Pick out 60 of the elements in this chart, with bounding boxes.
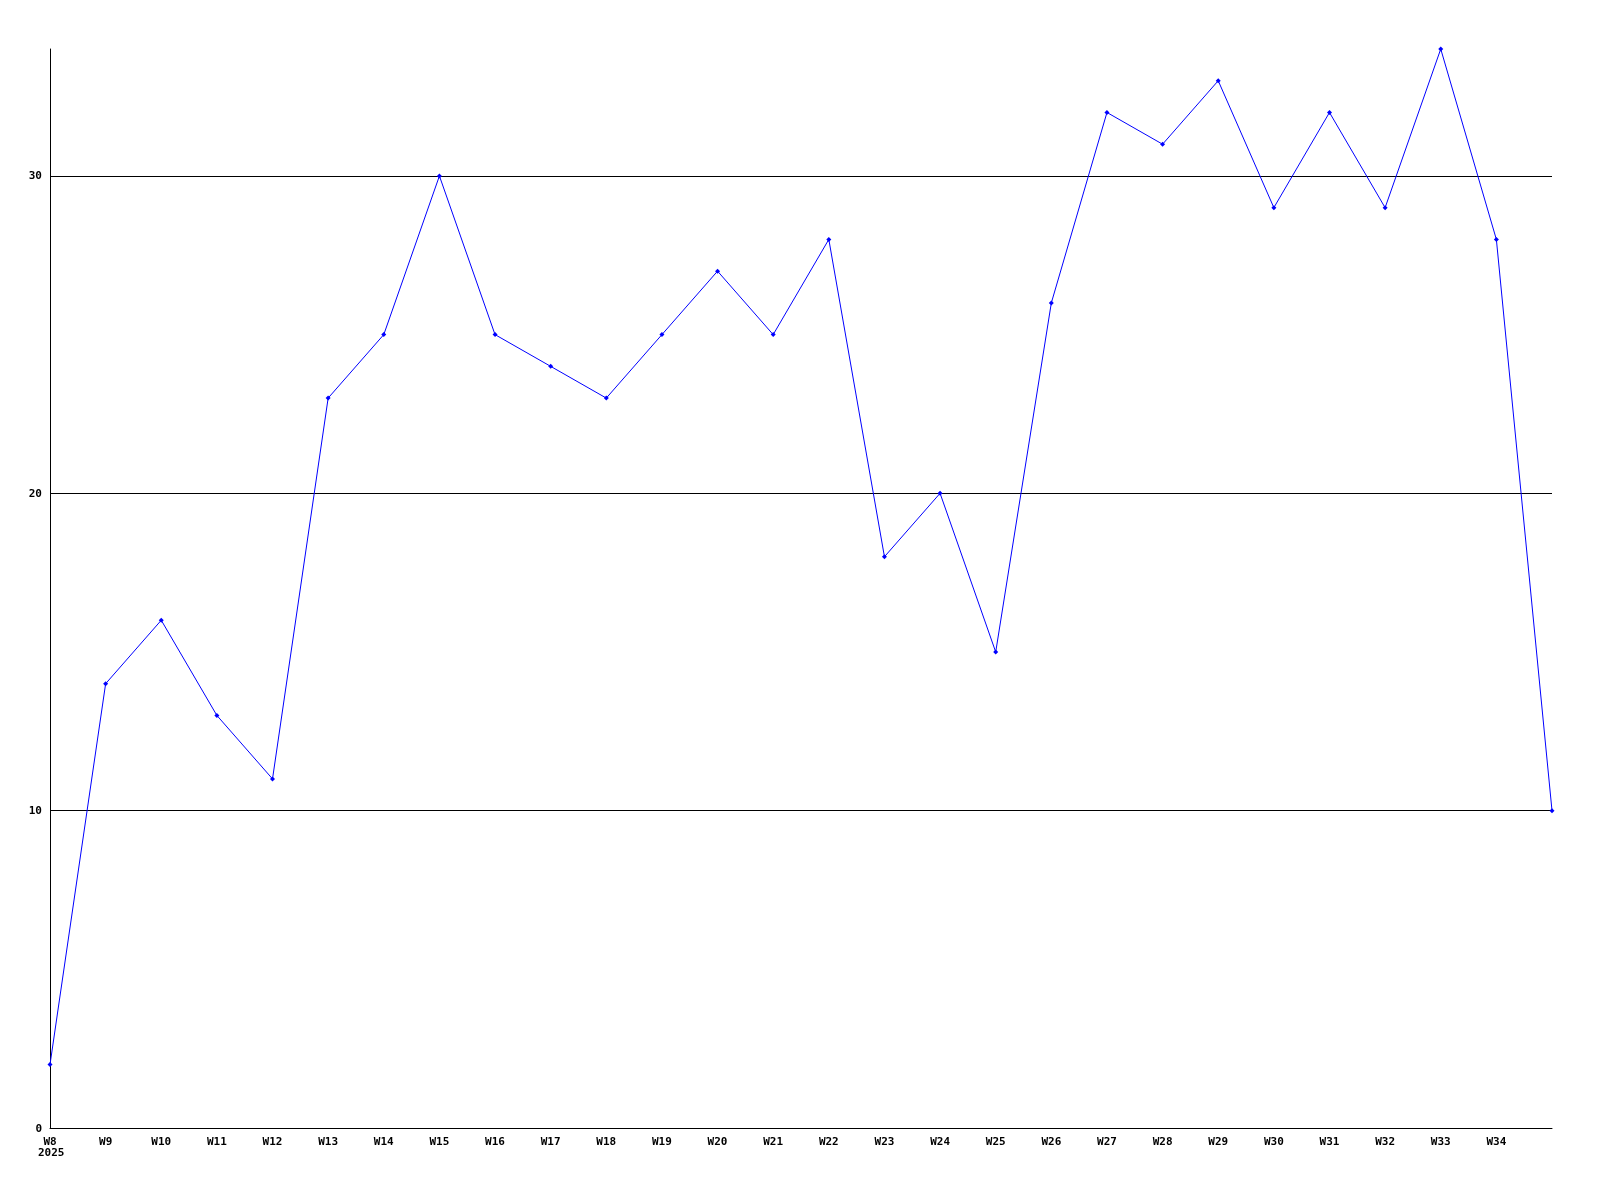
x-tick-label: W33: [1430, 1135, 1451, 1148]
point: [1104, 109, 1110, 115]
point: [659, 332, 665, 338]
point: [158, 617, 164, 623]
x-tick-label: W27: [1097, 1135, 1117, 1148]
x-tick-label: W19: [651, 1135, 672, 1148]
point: [436, 173, 442, 179]
point: [381, 332, 387, 338]
point: [1271, 205, 1277, 211]
point: [1160, 141, 1166, 147]
x-tick-label: W30: [1263, 1135, 1284, 1148]
x-tick-label: W31: [1319, 1135, 1340, 1148]
point: [214, 712, 220, 718]
x-tick-label: W17: [540, 1135, 561, 1148]
point: [881, 554, 887, 560]
point: [770, 332, 776, 338]
x-tick-label: W24: [930, 1135, 951, 1148]
x-tick-label: W25: [985, 1135, 1006, 1148]
text: 2025: [38, 1146, 65, 1159]
point: [826, 236, 832, 242]
x-tick-label: W9: [99, 1135, 113, 1148]
x-tick-label: W8: [43, 1135, 57, 1148]
x-tick-label: W32: [1375, 1135, 1396, 1148]
point: [937, 490, 943, 496]
x-tick-label: W18: [596, 1135, 617, 1148]
point: [1549, 808, 1555, 814]
x-tick-label: W11: [206, 1135, 228, 1148]
x-tick-label: W29: [1208, 1135, 1229, 1148]
x-tick-label: W13: [318, 1135, 339, 1148]
y-tick-label: 0: [35, 1121, 42, 1135]
point: [270, 776, 276, 782]
y-tick-label: 30: [28, 169, 42, 183]
point: [1438, 46, 1444, 52]
point: [603, 395, 609, 401]
x-tick-label: W21: [763, 1135, 784, 1148]
x-tick-label: W16: [485, 1135, 506, 1148]
x-tick-label: W22: [818, 1135, 839, 1148]
point: [548, 363, 554, 369]
x-tick-label: W23: [874, 1135, 895, 1148]
x-tick-label: W10: [151, 1135, 172, 1148]
point: [103, 681, 109, 687]
x-tick-label: W26: [1041, 1135, 1062, 1148]
point: [715, 268, 721, 274]
point: [325, 395, 331, 401]
point: [47, 1062, 53, 1068]
x-tick-label: W15: [429, 1135, 450, 1148]
point: [492, 332, 498, 338]
x-tick-label: W12: [262, 1135, 283, 1148]
point: [1382, 205, 1388, 211]
point: [1493, 236, 1499, 242]
point: [993, 649, 999, 655]
x-tick-label: W34: [1486, 1135, 1507, 1148]
x-tick-label: W14: [373, 1135, 395, 1148]
point: [1326, 109, 1332, 115]
point: [1048, 300, 1054, 306]
x-tick-label: W20: [707, 1135, 728, 1148]
point: [1215, 78, 1221, 84]
y-tick-label: 20: [28, 486, 42, 500]
y-tick-label: 10: [28, 804, 42, 818]
x-tick-label: W28: [1152, 1135, 1173, 1148]
